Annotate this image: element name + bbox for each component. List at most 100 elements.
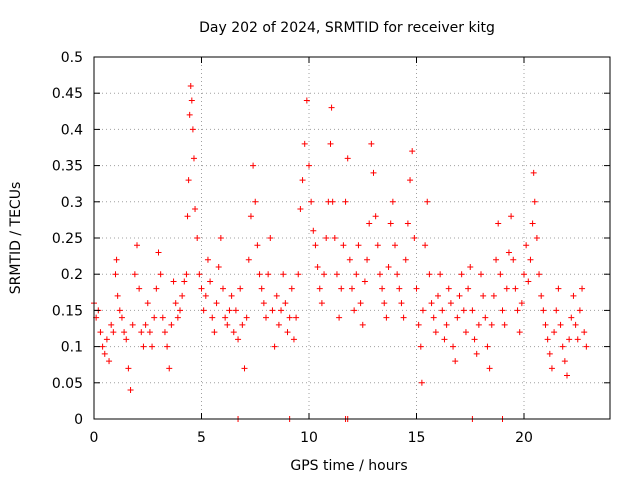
data-point <box>265 271 272 278</box>
data-point <box>97 329 104 336</box>
data-point <box>488 321 495 328</box>
data-point <box>280 271 287 278</box>
data-point <box>497 271 504 278</box>
data-point <box>376 271 383 278</box>
data-point <box>473 350 480 357</box>
data-point <box>331 235 338 241</box>
data-point <box>258 285 265 292</box>
data-point <box>480 292 487 299</box>
data-point <box>183 271 190 278</box>
data-point <box>583 343 590 350</box>
data-point <box>418 379 425 386</box>
x-tick-label: 5 <box>197 430 206 446</box>
data-point <box>200 307 207 314</box>
data-point <box>484 343 491 350</box>
data-point <box>338 285 345 292</box>
y-tick-label: 0.3 <box>61 195 83 211</box>
data-point <box>161 329 168 336</box>
data-point <box>144 300 151 307</box>
data-point <box>387 220 394 227</box>
data-point <box>570 292 577 299</box>
data-point <box>116 307 123 314</box>
data-point <box>157 271 164 278</box>
data-point <box>467 263 474 270</box>
data-point <box>198 285 205 292</box>
data-point <box>121 329 128 336</box>
data-point <box>452 358 459 365</box>
data-point <box>188 97 195 104</box>
data-point <box>247 213 254 220</box>
data-point <box>275 321 282 328</box>
data-point <box>316 285 323 292</box>
data-point <box>127 387 134 394</box>
data-point <box>428 300 435 307</box>
data-point <box>211 329 218 336</box>
data-point <box>499 307 506 314</box>
data-point <box>273 292 280 299</box>
y-tick-label: 0.5 <box>61 50 83 66</box>
data-point <box>190 155 197 162</box>
data-point <box>134 242 140 249</box>
data-point <box>417 343 424 350</box>
x-tick-label: 20 <box>515 430 533 446</box>
data-point <box>447 300 454 307</box>
data-point <box>252 198 259 205</box>
data-point <box>177 307 183 314</box>
data-point <box>553 307 560 314</box>
data-point <box>465 285 472 292</box>
data-point <box>113 256 120 263</box>
data-point <box>400 314 407 321</box>
data-point <box>136 285 143 292</box>
data-point <box>123 336 130 343</box>
data-point <box>329 198 336 205</box>
data-point <box>207 278 214 285</box>
data-point <box>323 235 330 241</box>
data-point <box>521 271 527 278</box>
data-point <box>538 292 545 299</box>
data-point <box>422 242 429 249</box>
data-point <box>533 235 540 241</box>
data-point <box>263 314 269 321</box>
data-point <box>179 292 186 299</box>
data-point <box>202 292 209 299</box>
data-point <box>372 213 379 220</box>
data-point <box>106 358 113 365</box>
data-point <box>544 336 551 343</box>
data-point <box>441 336 448 343</box>
data-point <box>184 213 191 220</box>
data-point <box>529 220 536 227</box>
data-point <box>301 140 308 147</box>
data-point <box>361 278 368 285</box>
data-point <box>355 242 362 249</box>
data-point <box>260 300 267 307</box>
data-point <box>510 256 517 263</box>
data-point <box>505 249 512 256</box>
data-point <box>351 307 358 314</box>
data-point <box>559 343 566 350</box>
data-point <box>99 343 106 350</box>
data-point <box>402 256 409 263</box>
data-point <box>366 220 373 227</box>
data-point <box>572 321 579 328</box>
data-point <box>392 242 398 249</box>
data-point <box>368 140 375 147</box>
data-point <box>486 365 493 372</box>
data-point <box>503 285 510 292</box>
data-point <box>458 271 465 278</box>
data-point <box>561 358 568 365</box>
data-point <box>230 329 237 336</box>
data-point <box>437 271 444 278</box>
data-point <box>103 336 110 343</box>
data-point <box>555 285 562 292</box>
data-point <box>514 307 521 314</box>
data-point <box>389 198 396 205</box>
data-point <box>450 343 457 350</box>
data-point <box>151 314 158 321</box>
data-point <box>228 292 235 299</box>
y-tick-label: 0.1 <box>61 340 83 356</box>
data-point <box>303 97 310 104</box>
x-axis-ticks: 0 5 10 15 20 <box>90 57 533 446</box>
data-point <box>413 285 420 292</box>
data-point <box>129 321 136 328</box>
